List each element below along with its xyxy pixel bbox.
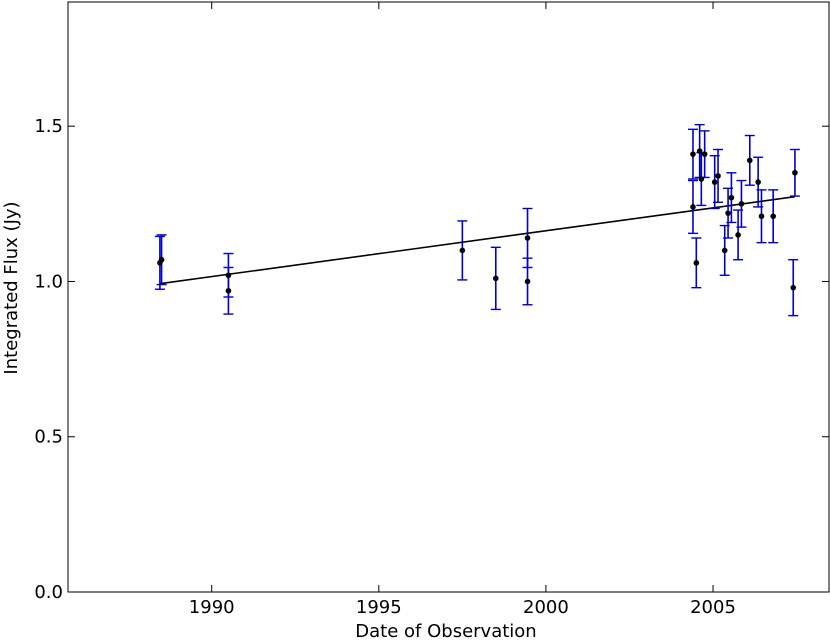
x-tick-label: 1990 bbox=[189, 597, 235, 618]
data-point bbox=[738, 201, 745, 207]
data-point bbox=[790, 284, 797, 291]
data-layer bbox=[154, 123, 800, 317]
data-point bbox=[492, 275, 499, 282]
x-tick-label: 1995 bbox=[356, 597, 402, 618]
plot-frame bbox=[67, 1, 830, 593]
data-point bbox=[758, 213, 765, 220]
data-point bbox=[792, 169, 798, 176]
y-tick-label: 0.0 bbox=[34, 582, 63, 603]
y-tick-label: 1.0 bbox=[34, 271, 63, 292]
y-tick-label: 1.5 bbox=[34, 116, 63, 137]
data-point bbox=[225, 272, 232, 279]
x-tick-label: 2000 bbox=[523, 597, 569, 618]
data-point bbox=[693, 260, 700, 266]
data-point bbox=[728, 194, 735, 201]
data-point bbox=[698, 176, 705, 182]
data-point bbox=[725, 210, 731, 216]
ticks-layer: 1990 1995 2000 2005 0.0 0.5 1.0 1.5 bbox=[34, 2, 829, 618]
data-point bbox=[746, 157, 753, 164]
data-point bbox=[721, 247, 728, 254]
data-point bbox=[701, 151, 708, 157]
y-axis-label: Integrated Flux (Jy) bbox=[1, 201, 22, 374]
fit-line bbox=[159, 195, 796, 285]
data-point bbox=[459, 247, 466, 254]
data-point bbox=[755, 179, 761, 185]
data-point bbox=[711, 179, 718, 185]
data-point bbox=[690, 204, 696, 210]
x-axis-label: Date of Observation bbox=[355, 621, 536, 640]
x-tick-label: 2005 bbox=[690, 597, 736, 618]
y-tick-label: 0.5 bbox=[34, 427, 63, 448]
data-point bbox=[696, 148, 703, 154]
data-point bbox=[524, 235, 531, 241]
data-point bbox=[770, 213, 776, 220]
data-point bbox=[158, 256, 165, 263]
data-point bbox=[524, 278, 531, 285]
data-point bbox=[715, 173, 721, 179]
data-point bbox=[690, 151, 696, 157]
data-point bbox=[225, 287, 232, 294]
data-point bbox=[735, 232, 741, 238]
